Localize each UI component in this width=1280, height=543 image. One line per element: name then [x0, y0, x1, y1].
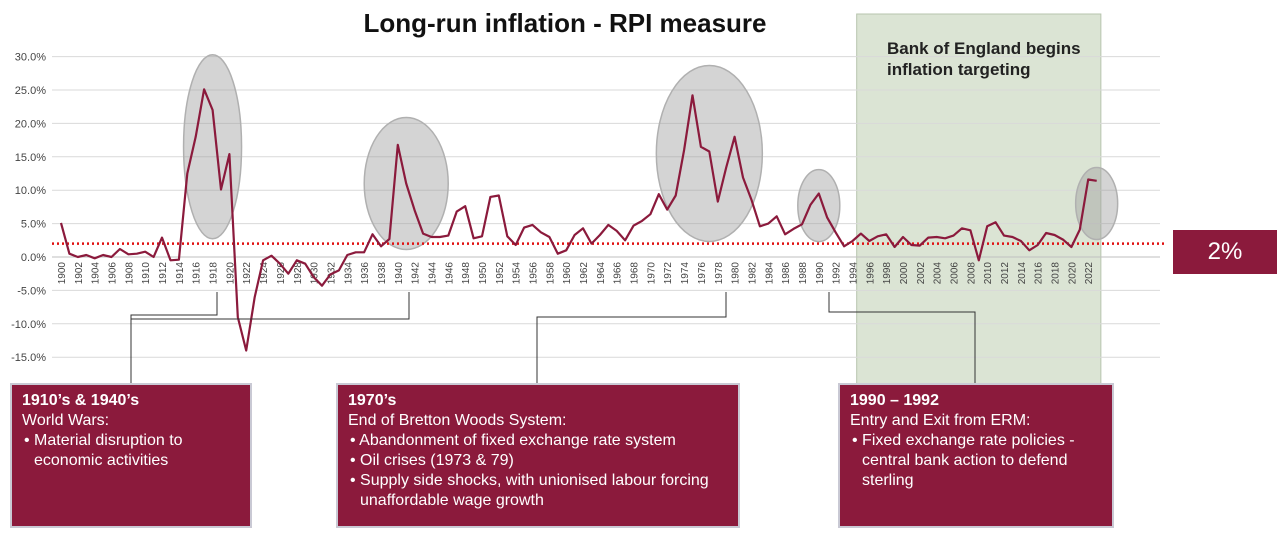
x-tick-label: 1916: [192, 262, 203, 285]
x-tick-label: 1988: [798, 262, 809, 285]
y-tick-label: -5.0%: [17, 285, 46, 297]
x-tick-label: 1914: [175, 262, 186, 285]
x-tick-label: 1946: [444, 262, 455, 285]
world-wars-box: 1910’s & 1940’s World Wars: Material dis…: [10, 383, 252, 528]
x-tick-label: 1948: [461, 262, 472, 285]
x-tick-label: 1910: [141, 262, 152, 285]
box-heading: 1910’s & 1940’s: [22, 392, 140, 409]
x-tick-label: 1902: [74, 262, 85, 285]
rpi-inflation-line: [59, 88, 1097, 352]
x-tick-label: 1996: [865, 262, 876, 285]
box-subheading: Entry and Exit from ERM:: [850, 412, 1031, 429]
x-tick-label: 1968: [630, 262, 641, 285]
erm-box: 1990 – 1992 Entry and Exit from ERM: Fix…: [838, 383, 1114, 528]
x-tick-label: 1964: [596, 262, 607, 285]
x-tick-label: 2016: [1034, 262, 1045, 285]
x-tick-label: 1960: [562, 262, 573, 285]
target-2pct-box: 2%: [1173, 230, 1277, 274]
x-tick-label: 1900: [57, 262, 68, 285]
x-tick-label: 1984: [764, 262, 775, 285]
x-tick-label: 1978: [714, 262, 725, 285]
x-tick-label: 1990: [815, 262, 826, 285]
box-bullet: Fixed exchange rate policies - central b…: [850, 431, 1102, 491]
highlight-ellipse: [1074, 166, 1119, 241]
x-tick-label: 1974: [680, 262, 691, 285]
x-tick-label: 2000: [899, 262, 910, 285]
chart-title: Long-run inflation - RPI measure: [363, 8, 767, 38]
x-tick-label: 1906: [108, 262, 119, 285]
x-tick-label: 1912: [158, 262, 169, 285]
x-tick-label: 1930: [310, 262, 321, 285]
x-tick-label: 2018: [1051, 262, 1062, 285]
x-tick-label: 1980: [731, 262, 742, 285]
x-tick-label: 1936: [360, 262, 371, 285]
x-tick-label: 1928: [293, 262, 304, 285]
box-heading: 1990 – 1992: [850, 392, 939, 409]
y-tick-label: 25.0%: [15, 85, 46, 97]
box-subheading: End of Bretton Woods System:: [348, 412, 567, 429]
y-tick-label: 0.0%: [21, 252, 46, 264]
x-tick-label: 1998: [882, 262, 893, 285]
x-tick-label: 1922: [242, 262, 253, 285]
box-bullet: Material disruption to economic activiti…: [22, 431, 240, 471]
boe-targeting-label: Bank of England begins inflation targeti…: [887, 39, 1081, 79]
x-tick-label: 1926: [276, 262, 287, 285]
x-tick-label: 2006: [950, 262, 961, 285]
x-tick-label: 1944: [427, 262, 438, 285]
y-tick-label: 10.0%: [15, 185, 46, 197]
x-tick-label: 1934: [343, 262, 354, 285]
bretton-woods-box: 1970’s End of Bretton Woods System: Aban…: [336, 383, 740, 528]
x-tick-label: 2002: [916, 262, 927, 285]
box-bullet: Oil crises (1973 & 79): [348, 451, 728, 471]
x-tick-label: 1972: [663, 262, 674, 285]
x-tick-label: 2014: [1017, 262, 1028, 285]
y-tick-label: 30.0%: [15, 52, 46, 64]
x-tick-label: 1920: [225, 262, 236, 285]
box-subheading: World Wars:: [22, 412, 110, 429]
x-tick-label: 2022: [1084, 262, 1095, 285]
x-tick-label: 1966: [613, 262, 624, 285]
box-bullet: Supply side shocks, with unionised labou…: [348, 471, 728, 511]
highlight-ellipse: [797, 168, 841, 243]
y-tick-label: -10.0%: [11, 319, 46, 331]
y-tick-label: 5.0%: [21, 219, 46, 231]
x-tick-label: 1992: [832, 262, 843, 285]
connector-line: [131, 292, 410, 320]
box-heading: 1970’s: [348, 392, 397, 409]
connector-line: [536, 292, 727, 383]
x-tick-label: 2010: [983, 262, 994, 285]
x-tick-label: 1970: [646, 262, 657, 285]
x-tick-label: 1940: [394, 262, 405, 285]
x-tick-label: 1908: [124, 262, 135, 285]
x-tick-label: 2020: [1067, 262, 1078, 285]
x-tick-label: 1962: [579, 262, 590, 285]
x-tick-label: 1938: [377, 262, 388, 285]
x-tick-label: 1958: [545, 262, 556, 285]
x-tick-label: 1904: [91, 262, 102, 285]
x-tick-label: 1924: [259, 262, 270, 285]
y-tick-label: 20.0%: [15, 118, 46, 130]
box-bullet: Abandonment of fixed exchange rate syste…: [348, 431, 728, 451]
connector-line: [130, 292, 218, 383]
y-tick-label: -15.0%: [11, 352, 46, 364]
y-tick-label: 15.0%: [15, 152, 46, 164]
x-tick-label: 1918: [209, 262, 220, 285]
x-tick-label: 1954: [512, 262, 523, 285]
x-tick-label: 1950: [478, 262, 489, 285]
x-tick-label: 2008: [966, 262, 977, 285]
x-tick-label: 1982: [747, 262, 758, 285]
x-tick-label: 1952: [495, 262, 506, 285]
x-tick-label: 1956: [529, 262, 540, 285]
x-tick-label: 2004: [933, 262, 944, 285]
inflation-targeting-region: [856, 13, 1102, 385]
x-tick-label: 1994: [848, 262, 859, 285]
x-tick-label: 1986: [781, 262, 792, 285]
x-tick-label: 1942: [411, 262, 422, 285]
connector-line: [828, 292, 976, 383]
x-tick-label: 1976: [697, 262, 708, 285]
highlight-ellipse: [182, 54, 243, 240]
x-tick-label: 2012: [1000, 262, 1011, 285]
